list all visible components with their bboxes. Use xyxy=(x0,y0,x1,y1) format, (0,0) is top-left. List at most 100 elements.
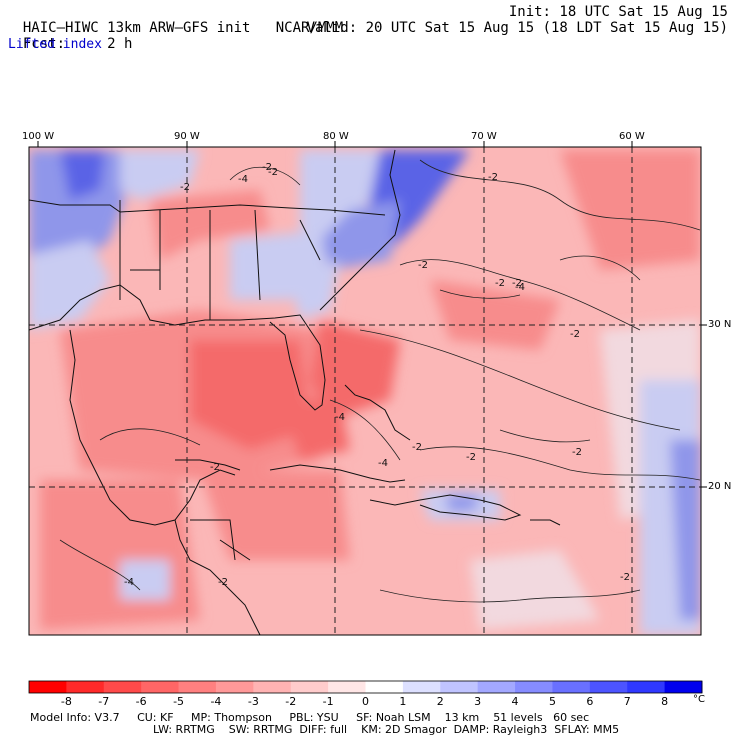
colorbar-frame xyxy=(28,680,703,694)
footer-levels: 51 levels xyxy=(493,711,543,724)
footer-cu: CU: KF xyxy=(137,711,174,724)
contour-line-2 xyxy=(359,329,681,431)
colorbar-tick-label: 7 xyxy=(623,695,631,708)
field-region-4 xyxy=(300,150,380,240)
contour-label-10: -2 xyxy=(572,447,582,458)
colorbar-swatch-13 xyxy=(515,681,553,693)
contour-label-6: -2 xyxy=(570,329,580,340)
contour-label-14: -2 xyxy=(620,572,630,583)
contour-label-5: -4 xyxy=(515,282,525,293)
lon-label-60w: 60 W xyxy=(619,131,645,142)
contour-label-8: -2 xyxy=(466,452,476,463)
footer-dt: 60 sec xyxy=(553,711,590,724)
colorbar-tick-label: 5 xyxy=(548,695,556,708)
colorbar-swatch-12 xyxy=(477,681,516,693)
lat-label-30n: 30 N xyxy=(708,319,732,330)
coastline-7 xyxy=(530,519,561,526)
colorbar-tick-label: -8 xyxy=(60,695,72,708)
colorbar-swatch-6 xyxy=(253,681,292,693)
lat-label-20n: 20 N xyxy=(708,481,732,492)
colorbar-swatch-10 xyxy=(402,681,441,693)
colorbar-swatch-16 xyxy=(627,681,666,693)
contour-label-17: -2 xyxy=(495,278,505,289)
contour-line-4 xyxy=(229,166,301,186)
field-region-15 xyxy=(200,470,350,560)
colorbar-tick-label: -6 xyxy=(135,695,147,708)
coastline-1 xyxy=(29,284,326,411)
coastline-6 xyxy=(369,494,522,521)
colorbar-unit: °C xyxy=(693,694,705,705)
field-region-3 xyxy=(120,150,200,200)
footer-km: KM: 2D Smagor xyxy=(361,723,447,736)
contour-line-8 xyxy=(59,539,141,591)
footer-pbl: PBL: YSU xyxy=(289,711,339,724)
valid-time: Valid: 20 UTC Sat 15 Aug 15 (18 LDT Sat … xyxy=(306,20,728,36)
model-title: HAIC–HIWC 13km ARW–GFS init NCAR/MMM xyxy=(6,4,343,36)
field-region-14 xyxy=(40,480,200,630)
colorbar-tick-label: 3 xyxy=(474,695,482,708)
lon-label-80w: 80 W xyxy=(323,131,349,142)
colorbar-swatch-5 xyxy=(215,681,254,693)
colorbar-swatch-0 xyxy=(29,681,67,693)
contour-label-0: -2 xyxy=(268,167,278,178)
field-region-23 xyxy=(120,560,170,600)
colorbar-swatch-4 xyxy=(178,681,217,693)
field-region-6 xyxy=(320,200,400,270)
field-region-16 xyxy=(430,280,560,350)
footer-sw: SW: RRTMG xyxy=(228,723,293,736)
contour-label-12: -2 xyxy=(218,577,228,588)
contour-line-5 xyxy=(99,428,201,446)
coastline-9 xyxy=(344,384,411,441)
field-region-11 xyxy=(190,340,310,450)
contour-line-10 xyxy=(559,255,641,281)
colorbar-tick-label: 6 xyxy=(586,695,594,708)
footer-sflay: SFLAY: MM5 xyxy=(554,723,620,736)
model-info-line-1: Model Info: V3.7 CU: KF MP: Thompson PBL… xyxy=(30,712,589,724)
colorbar-tick-label: 4 xyxy=(511,695,519,708)
colorbar-tick-label: -1 xyxy=(322,695,334,708)
colorbar-tick-label: 1 xyxy=(399,695,407,708)
coastline-5 xyxy=(269,464,406,483)
lon-label-100w: 100 W xyxy=(22,131,55,142)
contour-label-15: -2 xyxy=(210,462,220,473)
contour-label-7: -2 xyxy=(412,442,422,453)
colorbar-swatch-15 xyxy=(589,681,628,693)
contour-line-9 xyxy=(379,589,641,603)
coastline-13 xyxy=(254,209,261,301)
field-name: Lifted index xyxy=(8,37,102,52)
colorbar xyxy=(28,680,703,694)
colorbar-tick-label: -3 xyxy=(247,695,259,708)
contour-line-1 xyxy=(399,259,641,331)
coastline-16 xyxy=(190,519,236,561)
model-info-line-2: LW: RRTMG SW: RRTMG DIFF: full KM: 2D Sm… xyxy=(153,724,619,736)
contour-label-3: -2 xyxy=(418,260,428,271)
footer-sf: SF: Noah LSM xyxy=(356,711,431,724)
field-region-24 xyxy=(470,550,600,630)
field-region-13 xyxy=(280,400,350,460)
contour-line-7 xyxy=(499,429,591,443)
coastline-3 xyxy=(69,329,236,526)
field-region-20 xyxy=(670,440,701,620)
field-region-22 xyxy=(445,495,480,512)
contour-label-9: -4 xyxy=(378,458,388,469)
contour-label-18: -2 xyxy=(262,162,272,173)
lon-label-90w: 90 W xyxy=(174,131,200,142)
footer-damp: DAMP: Rayleigh3 xyxy=(453,723,548,736)
colorbar-tick-label: -5 xyxy=(173,695,185,708)
org-name: NCAR/MMM xyxy=(275,20,344,36)
colorbar-swatch-9 xyxy=(365,681,404,693)
field-region-8 xyxy=(290,260,340,320)
colorbar-tick-label: 2 xyxy=(436,695,444,708)
colorbar-swatch-14 xyxy=(552,681,591,693)
contour-label-16: -2 xyxy=(180,182,190,193)
footer-mp: MP: Thompson xyxy=(191,711,272,724)
coastline-14 xyxy=(299,219,321,261)
field-region-17 xyxy=(560,150,700,270)
contour-label-11: -4 xyxy=(124,577,134,588)
contour-line-0 xyxy=(419,159,701,231)
coastline-17 xyxy=(219,539,251,561)
contour-label-1: -4 xyxy=(238,174,248,185)
colorbar-tick-label: 8 xyxy=(661,695,669,708)
footer-diff: DIFF: full xyxy=(299,723,348,736)
